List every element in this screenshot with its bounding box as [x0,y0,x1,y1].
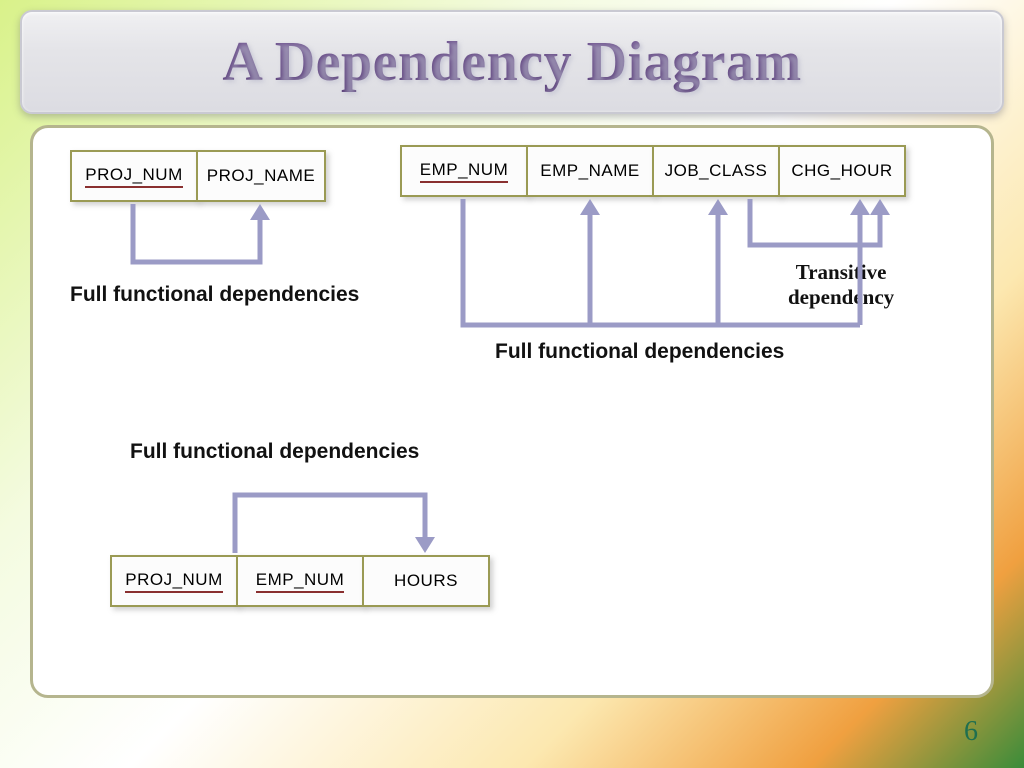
slide: A Dependency Diagram PROJ_NUM PROJ_NAME … [0,0,1024,768]
content-area [30,125,994,698]
slide-title: A Dependency Diagram [222,30,801,94]
table-assign: PROJ_NUM EMP_NUM HOURS [110,555,490,607]
cell-proj-name: PROJ_NAME [196,150,326,202]
cell-assign-hours: HOURS [362,555,490,607]
cell-assign-proj-num: PROJ_NUM [110,555,238,607]
cell-proj-num: PROJ_NUM [70,150,198,202]
cell-assign-emp-num: EMP_NUM [236,555,364,607]
cell-emp-name: EMP_NAME [526,145,654,197]
cell-job-class: JOB_CLASS [652,145,780,197]
label-transitive: Transitive dependency [788,260,894,310]
page-number: 6 [964,716,978,748]
label-assign-ffd: Full functional dependencies [130,440,419,464]
label-emp-ffd: Full functional dependencies [495,340,784,364]
label-proj-ffd: Full functional dependencies [70,283,359,307]
table-emp: EMP_NUM EMP_NAME JOB_CLASS CHG_HOUR [400,145,906,197]
title-box: A Dependency Diagram [20,10,1004,114]
cell-emp-num: EMP_NUM [400,145,528,197]
cell-chg-hour: CHG_HOUR [778,145,906,197]
table-proj: PROJ_NUM PROJ_NAME [70,150,326,202]
